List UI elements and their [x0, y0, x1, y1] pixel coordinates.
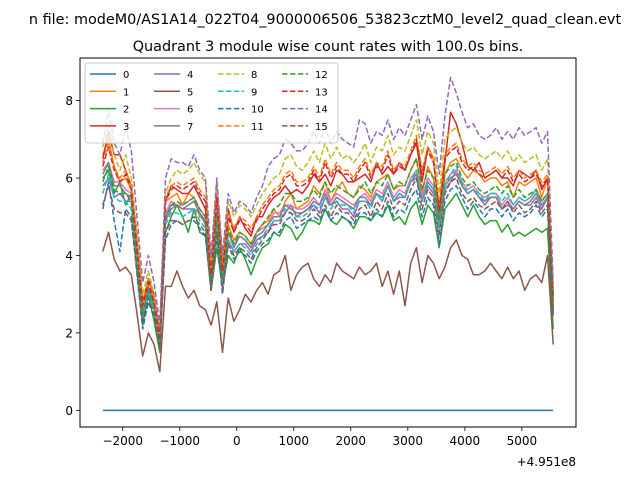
legend-label-11: 11 [251, 122, 264, 133]
y-tick-label: 6 [65, 172, 73, 186]
series-line-7 [102, 161, 554, 346]
x-tick-label: 3000 [393, 434, 424, 448]
chart-title: Quadrant 3 module wise count rates with … [133, 39, 524, 55]
series-lines [102, 76, 554, 412]
x-tick-label: 0 [233, 434, 241, 448]
legend-label-15: 15 [315, 122, 328, 133]
x-tick-label: −1000 [159, 434, 200, 448]
y-tick-label: 2 [65, 326, 73, 340]
axes-frame [79, 57, 577, 428]
y-axis-ticks: 0 2 4 6 8 [65, 94, 80, 418]
x-axis-offset-label: +4.951e8 [517, 455, 576, 469]
series-line-12 [102, 157, 554, 346]
series-line-5 [102, 231, 554, 373]
legend-label-10: 10 [251, 105, 264, 116]
y-tick-label: 8 [65, 94, 73, 108]
legend-label-3: 3 [123, 122, 129, 133]
series-line-8 [102, 119, 554, 334]
series-line-13 [102, 138, 554, 338]
y-tick-label: 0 [65, 404, 73, 418]
legend-label-5: 5 [187, 87, 193, 98]
x-tick-label: 1000 [279, 434, 310, 448]
legend-label-6: 6 [187, 105, 193, 116]
series-line-11 [102, 134, 554, 338]
series-line-3 [102, 111, 554, 334]
x-tick-label: 2000 [336, 434, 367, 448]
x-axis-ticks: −2000 −1000 0 1000 2000 3000 4000 5000 [102, 427, 537, 448]
legend-label-4: 4 [187, 70, 193, 81]
series-line-9 [102, 165, 554, 346]
legend-label-1: 1 [123, 87, 129, 98]
legend-label-12: 12 [315, 70, 328, 81]
x-tick-label: 4000 [450, 434, 481, 448]
legend-label-9: 9 [251, 87, 257, 98]
legend-label-13: 13 [315, 87, 328, 98]
legend-label-2: 2 [123, 105, 129, 116]
legend-label-7: 7 [187, 122, 193, 133]
figure-suptitle: n file: modeM0/AS1A14_022T04_9000006506_… [29, 12, 622, 28]
series-line-10 [102, 181, 554, 350]
x-tick-label: −2000 [102, 434, 143, 448]
y-tick-label: 4 [65, 249, 73, 263]
legend-label-8: 8 [251, 70, 257, 81]
series-line-15 [102, 177, 554, 350]
legend-label-0: 0 [123, 70, 129, 81]
legend-label-14: 14 [315, 105, 328, 116]
x-tick-label: 5000 [507, 434, 538, 448]
legend-box [84, 62, 339, 144]
series-line-1 [102, 138, 554, 342]
